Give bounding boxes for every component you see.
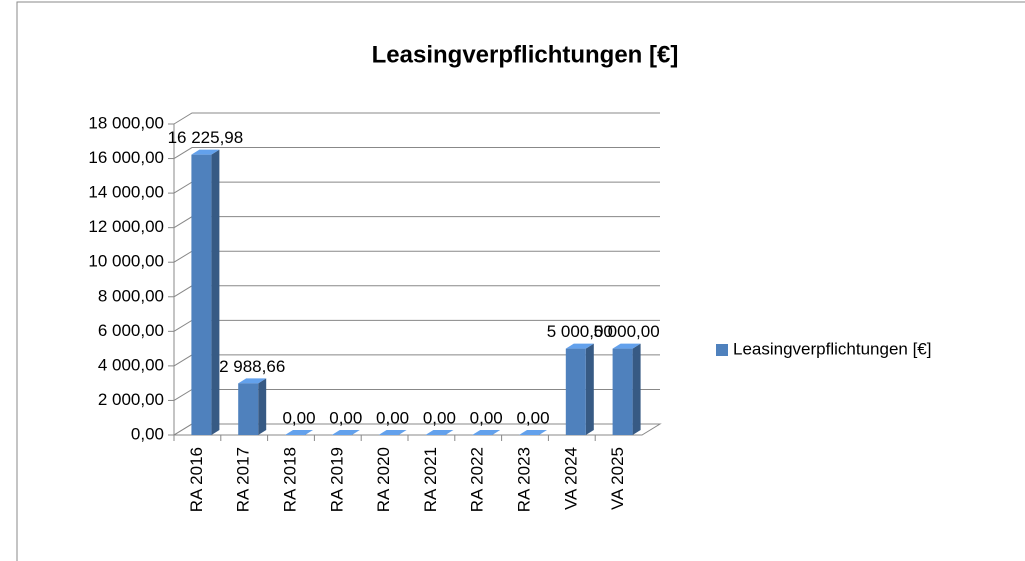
bar: [331, 430, 360, 435]
bar-top: [238, 378, 267, 384]
y-tick-label: 10 000,00: [88, 252, 164, 271]
bar-top: [331, 430, 360, 435]
chart-title: Leasingverpflichtungen [€]: [372, 41, 679, 68]
bar: [425, 430, 454, 435]
bar-top: [425, 430, 454, 435]
bar: [472, 430, 501, 435]
bar-top: [519, 430, 547, 435]
bar: [238, 378, 267, 435]
bar-front: [238, 383, 259, 435]
grid-line: [173, 285, 660, 298]
data-label: 2 988,66: [219, 357, 285, 376]
x-tick-label: RA 2023: [514, 447, 533, 512]
y-tick-label: 4 000,00: [98, 355, 164, 374]
data-label: 5 000,00: [547, 322, 613, 341]
x-tick-label: RA 2020: [374, 447, 393, 512]
data-label: 0,00: [376, 408, 409, 427]
bar-top: [472, 430, 501, 435]
data-label: 0,00: [329, 408, 362, 427]
bar: [191, 149, 220, 435]
bar-side: [258, 378, 267, 435]
x-tick-label: RA 2021: [421, 447, 440, 512]
bar: [519, 430, 547, 435]
y-tick-label: 2 000,00: [98, 390, 164, 409]
bar-top: [378, 430, 407, 435]
bar-front: [612, 348, 633, 435]
bar-top: [191, 149, 220, 155]
grid-line: [173, 181, 660, 194]
data-label: 0,00: [470, 408, 503, 427]
x-tick-label: RA 2019: [327, 447, 346, 512]
legend-label: Leasingverpflichtungen [€]: [733, 339, 931, 358]
x-tick-label: RA 2017: [234, 447, 253, 512]
bar-front: [565, 348, 586, 435]
y-tick-label: 14 000,00: [88, 183, 164, 202]
x-tick-label: RA 2016: [187, 447, 206, 512]
x-tick-label: RA 2022: [468, 447, 487, 512]
x-tick-label: VA 2024: [561, 447, 580, 510]
x-tick-label: VA 2025: [608, 447, 627, 510]
bar-top: [565, 343, 594, 349]
x-tick-label: RA 2018: [280, 447, 299, 512]
data-label: 0,00: [516, 408, 549, 427]
y-tick-label: 12 000,00: [88, 217, 164, 236]
bar-side: [585, 343, 594, 435]
data-label: 5 000,00: [594, 322, 660, 341]
y-tick-label: 8 000,00: [98, 286, 164, 305]
bar: [285, 430, 313, 435]
data-label: 0,00: [282, 408, 315, 427]
bar: [378, 430, 407, 435]
y-tick-label: 16 000,00: [88, 148, 164, 167]
grid-line: [173, 216, 660, 229]
y-tick-label: 0,00: [131, 424, 164, 443]
bar-side: [632, 343, 641, 435]
chart-border: [16, 1, 1025, 561]
data-label: 16 225,98: [168, 128, 244, 147]
legend-swatch: [716, 344, 728, 356]
bar: [565, 343, 594, 435]
grid-line: [173, 250, 660, 263]
y-tick-label: 18 000,00: [88, 113, 164, 132]
bar-front: [191, 154, 212, 435]
grid-line: [173, 147, 660, 159]
y-tick-label: 6 000,00: [98, 321, 164, 340]
bar-side: [211, 149, 220, 435]
bar-top: [612, 343, 641, 349]
bar: [612, 343, 641, 435]
grid-line: [173, 112, 660, 125]
data-label: 0,00: [423, 408, 456, 427]
bar-top: [285, 430, 313, 435]
